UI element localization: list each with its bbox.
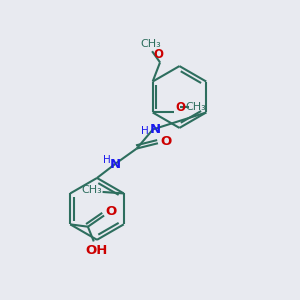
Text: O: O [175, 101, 185, 114]
Text: CH₃: CH₃ [140, 39, 161, 49]
Text: H: H [141, 126, 148, 136]
Text: O: O [154, 48, 164, 61]
Text: H: H [103, 155, 111, 165]
Text: OH: OH [85, 244, 108, 257]
Text: N: N [110, 158, 121, 171]
Text: CH₃: CH₃ [186, 102, 206, 112]
Text: O: O [106, 205, 117, 218]
Text: CH₃: CH₃ [81, 185, 102, 196]
Text: N: N [150, 123, 161, 136]
Text: O: O [160, 135, 172, 148]
